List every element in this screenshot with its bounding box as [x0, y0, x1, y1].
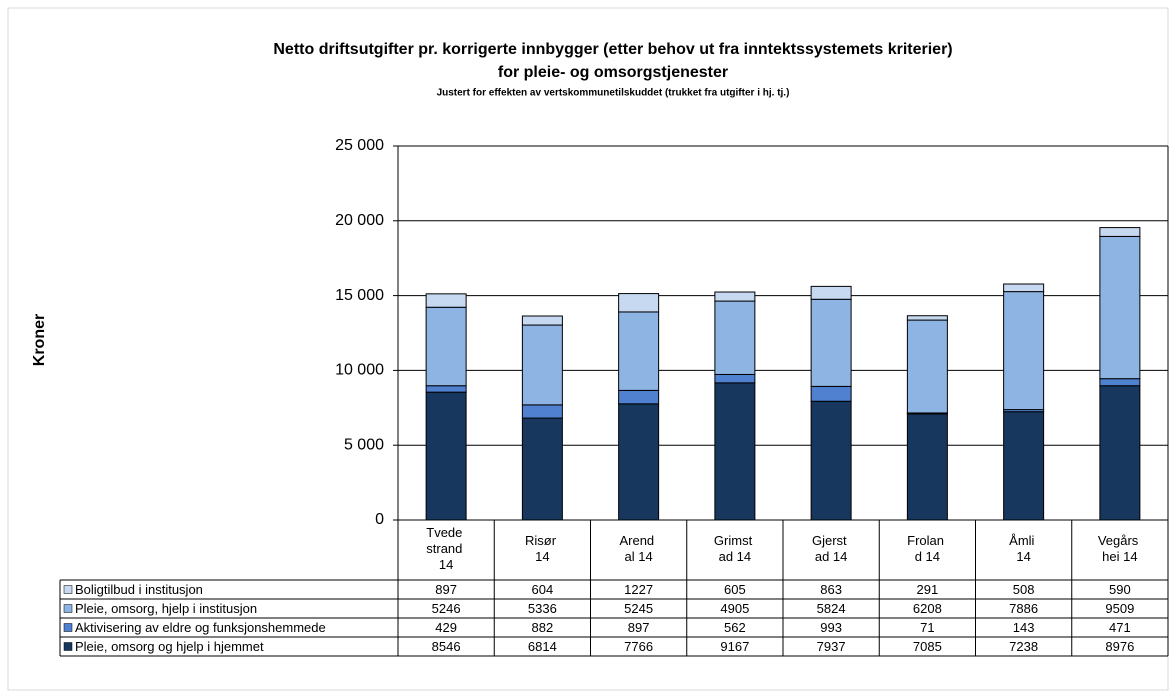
bar [425, 306, 467, 387]
table-value: 562 [724, 620, 746, 635]
bar [425, 385, 467, 393]
table-value: 143 [1013, 620, 1035, 635]
table-value: 605 [724, 582, 746, 597]
table-value: 6208 [913, 601, 942, 616]
legend-label: Boligtilbud i institusjon [75, 582, 203, 597]
bar [906, 413, 948, 521]
table-value: 6814 [528, 639, 557, 654]
table-value: 8546 [432, 639, 461, 654]
table-value: 5245 [624, 601, 653, 616]
chart-frame [7, 7, 1169, 691]
table-value: 604 [532, 582, 554, 597]
bar [521, 324, 563, 406]
bar [618, 293, 660, 313]
bar [521, 315, 563, 326]
bar [714, 291, 756, 302]
bar [425, 293, 467, 308]
table-value: 9167 [720, 639, 749, 654]
bar [810, 298, 852, 387]
table-value: 4905 [720, 601, 749, 616]
x-tick-label: Åmli 14 [1009, 533, 1038, 564]
table-value: 590 [1109, 582, 1131, 597]
y-tick-label: 15 000 [335, 287, 384, 304]
table-value: 9509 [1105, 601, 1134, 616]
legend-label: Pleie, omsorg og hjelp i hjemmet [75, 639, 264, 654]
legend-key [63, 642, 73, 651]
bar [1003, 283, 1045, 293]
bar [425, 391, 467, 521]
chart-title: Netto driftsutgifter pr. korrigerte innb… [273, 41, 952, 58]
table-value: 7886 [1009, 601, 1038, 616]
table-value: 5336 [528, 601, 557, 616]
y-tick-label: 10 000 [335, 362, 384, 379]
table-value: 863 [820, 582, 842, 597]
bar [521, 404, 563, 419]
bar [1099, 235, 1141, 380]
bar [810, 285, 852, 300]
x-tick-label: Tvede strand 14 [426, 525, 466, 572]
bar [906, 315, 948, 321]
table-value: 508 [1013, 582, 1035, 597]
table-value: 7085 [913, 639, 942, 654]
bar [810, 400, 852, 521]
bar [618, 389, 660, 405]
bar [618, 311, 660, 391]
bar [714, 300, 756, 375]
table-value: 897 [628, 620, 650, 635]
bar [714, 382, 756, 521]
table-value: 882 [532, 620, 554, 635]
table-value: 7766 [624, 639, 653, 654]
table-value: 7937 [817, 639, 846, 654]
table-value: 1227 [624, 582, 653, 597]
bar [1099, 385, 1141, 521]
x-tick-label: Risør 14 [525, 533, 560, 564]
bar [1003, 291, 1045, 411]
legend-key [63, 623, 73, 632]
bar [906, 319, 948, 414]
legend-key [63, 585, 73, 594]
table-value: 291 [917, 582, 939, 597]
x-tick-label: Arend al 14 [619, 533, 657, 564]
chart-title-line2: for pleie- og omsorgstjenester [498, 64, 728, 81]
table-value: 8976 [1105, 639, 1134, 654]
bar [618, 403, 660, 521]
legend-key [63, 604, 73, 613]
bar [714, 373, 756, 384]
table-value: 471 [1109, 620, 1131, 635]
bar [810, 385, 852, 402]
x-tick-label: Vegårs hei 14 [1098, 533, 1142, 564]
bar [1099, 378, 1141, 387]
bar [521, 417, 563, 521]
table-value: 71 [920, 620, 934, 635]
legend-label: Pleie, omsorg, hjelp i institusjon [75, 601, 257, 616]
table-value: 897 [435, 582, 457, 597]
y-tick-label: 5 000 [344, 436, 384, 453]
table-value: 5824 [817, 601, 846, 616]
y-tick-label: 0 [375, 511, 384, 528]
table-value: 7238 [1009, 639, 1038, 654]
y-tick-label: 25 000 [335, 137, 384, 154]
chart-subtitle: Justert for effekten av vertskommunetils… [437, 88, 790, 99]
x-tick-label: Gjerst ad 14 [812, 533, 850, 564]
table-value: 429 [435, 620, 457, 635]
bar [1003, 411, 1045, 521]
y-axis-label: Kroner [31, 314, 48, 366]
bar [1099, 227, 1141, 237]
legend-label: Aktivisering av eldre og funksjonshemmed… [75, 620, 326, 635]
x-tick-label: Grimst ad 14 [714, 533, 756, 564]
table-value: 993 [820, 620, 842, 635]
x-tick-label: Frolan d 14 [907, 533, 947, 564]
y-tick-label: 20 000 [335, 212, 384, 229]
table-value: 5246 [432, 601, 461, 616]
